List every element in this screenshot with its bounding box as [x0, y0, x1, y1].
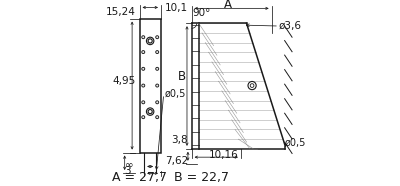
Circle shape — [142, 84, 145, 87]
Text: B: B — [178, 70, 186, 83]
Text: 90°: 90° — [192, 8, 210, 18]
Circle shape — [156, 36, 159, 39]
Text: 4,95: 4,95 — [112, 76, 136, 86]
Text: ∞: ∞ — [125, 160, 133, 170]
Text: 7,62: 7,62 — [165, 156, 188, 166]
Circle shape — [156, 51, 159, 54]
Circle shape — [146, 37, 154, 45]
Circle shape — [142, 116, 145, 119]
Bar — [140, 19, 161, 153]
Text: A: A — [224, 0, 232, 11]
Circle shape — [156, 116, 159, 119]
Text: ø3,6: ø3,6 — [279, 21, 302, 31]
Circle shape — [142, 51, 145, 54]
Circle shape — [248, 81, 256, 90]
Circle shape — [156, 101, 159, 104]
Text: B = 22,7: B = 22,7 — [174, 171, 229, 184]
Circle shape — [142, 36, 145, 39]
Text: 10,16: 10,16 — [208, 150, 238, 160]
Text: 10,1: 10,1 — [165, 3, 188, 13]
Circle shape — [156, 84, 159, 87]
Text: ø0,5: ø0,5 — [165, 89, 186, 99]
Circle shape — [148, 110, 152, 114]
Text: 15,24: 15,24 — [106, 7, 136, 17]
Text: A = 27,7: A = 27,7 — [112, 171, 167, 184]
Circle shape — [142, 67, 145, 70]
Text: 3,8: 3,8 — [171, 134, 188, 145]
Circle shape — [148, 39, 152, 43]
Circle shape — [156, 67, 159, 70]
Circle shape — [250, 84, 254, 87]
Text: ø0,5: ø0,5 — [285, 138, 306, 148]
Circle shape — [146, 108, 154, 115]
Text: 3: 3 — [124, 166, 130, 176]
Circle shape — [142, 101, 145, 104]
